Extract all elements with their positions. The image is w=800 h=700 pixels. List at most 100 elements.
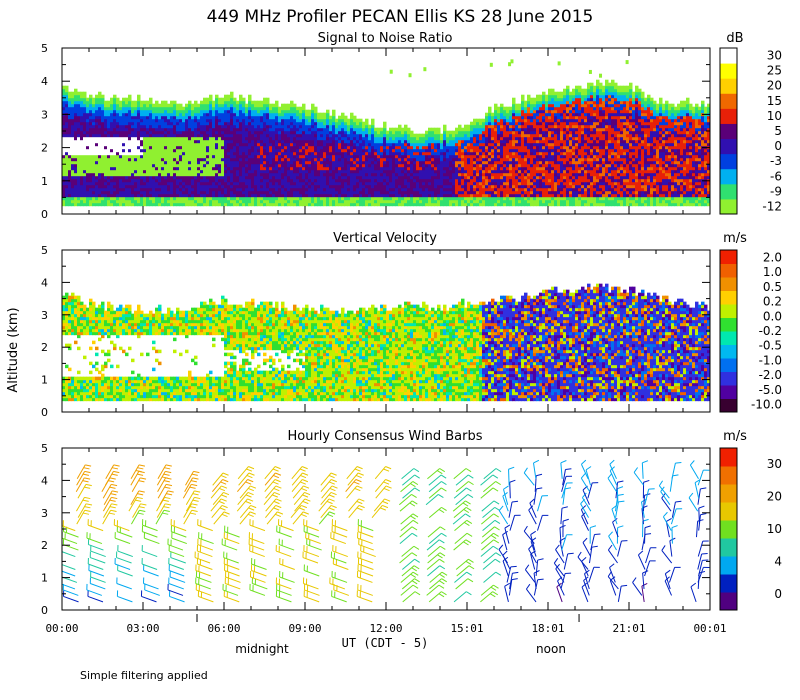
snr-cell xyxy=(152,112,156,117)
snr-cell xyxy=(476,178,480,183)
snr-cell xyxy=(134,193,138,198)
snr-cell xyxy=(419,148,423,153)
snr-cell xyxy=(185,199,189,204)
snr-cell xyxy=(65,196,69,201)
snr-cell xyxy=(173,145,177,150)
snr-cell xyxy=(293,148,297,153)
snr-cell xyxy=(146,115,150,120)
snr-cell xyxy=(80,115,84,120)
snr-cell xyxy=(137,124,141,129)
snr-cell xyxy=(260,127,264,132)
snr-cell xyxy=(464,172,468,177)
snr-cell xyxy=(62,118,66,123)
snr-cell xyxy=(224,124,228,129)
snr-cell xyxy=(521,130,525,135)
snr-cell xyxy=(263,115,267,120)
snr-cell xyxy=(500,199,504,204)
snr-cell xyxy=(302,145,306,150)
snr-cell xyxy=(272,190,276,195)
snr-cell xyxy=(464,139,468,144)
snr-cell xyxy=(332,193,336,198)
snr-cell xyxy=(89,100,93,105)
snr-cell xyxy=(509,157,513,162)
snr-cell xyxy=(128,202,132,207)
snr-cell xyxy=(431,196,435,201)
snr-cell xyxy=(488,172,492,177)
snr-cell xyxy=(428,187,432,192)
snr-cell xyxy=(287,112,291,117)
snr-cell xyxy=(485,190,489,195)
snr-cell xyxy=(98,127,102,132)
snr-cell xyxy=(242,178,246,183)
snr-cell xyxy=(152,124,156,129)
snr-cell xyxy=(101,172,105,177)
snr-cell xyxy=(104,196,108,201)
snr-cell xyxy=(338,151,342,156)
snr-cell xyxy=(131,202,135,207)
snr-cell xyxy=(425,190,429,195)
snr-cell xyxy=(101,103,105,108)
snr-cell xyxy=(416,136,420,141)
snr-cell xyxy=(110,190,114,195)
snr-cell xyxy=(434,184,438,189)
snr-cell xyxy=(251,190,255,195)
snr-cell xyxy=(278,115,282,120)
snr-cell xyxy=(233,202,237,207)
snr-cell xyxy=(329,115,333,120)
snr-cell xyxy=(77,142,81,147)
snr-cell xyxy=(224,178,228,183)
snr-cell xyxy=(281,157,285,162)
snr-cell xyxy=(464,181,468,186)
snr-cell xyxy=(203,109,207,114)
snr-cell xyxy=(65,202,69,207)
snr-cell xyxy=(101,139,105,144)
snr-cell xyxy=(266,139,270,144)
snr-cell xyxy=(80,109,84,114)
snr-cell xyxy=(203,148,207,153)
snr-cell xyxy=(389,145,393,150)
snr-cell xyxy=(413,151,417,156)
snr-cell xyxy=(407,193,411,198)
snr-cell xyxy=(488,160,492,165)
snr-cell xyxy=(176,151,180,156)
snr-cell xyxy=(182,145,186,150)
snr-cell xyxy=(83,100,87,105)
snr-cell xyxy=(512,124,516,129)
snr-cell xyxy=(323,178,327,183)
snr-cell xyxy=(287,115,291,120)
snr-cell xyxy=(200,175,204,180)
snr-cell xyxy=(146,127,150,132)
snr-cell xyxy=(353,199,357,204)
snr-cell xyxy=(476,190,480,195)
snr-cell xyxy=(305,139,309,144)
snr-cell xyxy=(143,106,147,111)
snr-cell xyxy=(338,160,342,165)
snr-cell xyxy=(95,169,99,174)
snr-cell xyxy=(515,136,519,141)
snr-cell xyxy=(182,121,186,126)
snr-cell xyxy=(194,160,198,165)
snr-cell xyxy=(506,118,510,123)
snr-cell xyxy=(200,160,204,165)
snr-cell xyxy=(401,181,405,186)
snr-cell xyxy=(95,109,99,114)
snr-cell xyxy=(80,136,84,141)
snr-cell xyxy=(215,136,219,141)
snr-cell xyxy=(65,121,69,126)
snr-cell xyxy=(287,160,291,165)
snr-cell xyxy=(494,103,498,108)
snr-cell xyxy=(98,178,102,183)
snr-cell xyxy=(281,127,285,132)
snr-cell xyxy=(320,139,324,144)
snr-cell xyxy=(161,127,165,132)
snr-cell xyxy=(266,202,270,207)
snr-cell xyxy=(62,199,66,204)
snr-cell xyxy=(194,196,198,201)
snr-cell xyxy=(347,169,351,174)
snr-cell xyxy=(281,184,285,189)
snr-cell xyxy=(101,112,105,117)
snr-cell xyxy=(260,106,264,111)
snr-cell xyxy=(512,109,516,114)
snr-cell xyxy=(326,151,330,156)
snr-cell xyxy=(173,157,177,162)
